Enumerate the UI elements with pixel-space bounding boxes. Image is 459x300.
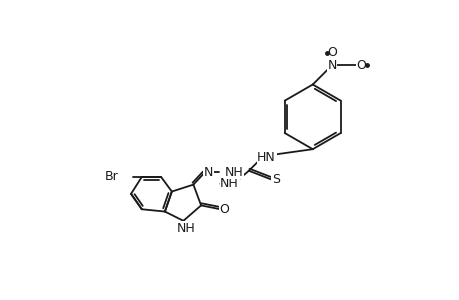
Text: NH: NH [224, 166, 243, 179]
Text: S: S [271, 173, 279, 187]
Text: NH: NH [220, 177, 238, 190]
Text: N: N [204, 166, 213, 179]
Text: HN: HN [257, 151, 275, 164]
Text: O: O [219, 203, 229, 216]
Text: NH: NH [176, 222, 195, 235]
Text: O: O [326, 46, 336, 59]
Text: N: N [327, 59, 336, 72]
Text: Br: Br [105, 170, 118, 183]
Text: O: O [356, 59, 365, 72]
